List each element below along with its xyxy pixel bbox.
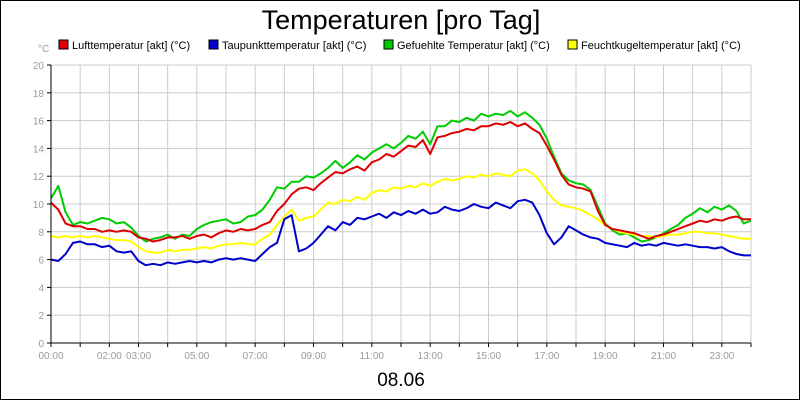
x-tick-label: 19:00 <box>593 351 618 362</box>
legend-label-0: Lufttemperatur [akt] (°C) <box>72 40 190 52</box>
y-tick-label: 12 <box>33 172 45 183</box>
y-tick-label: 20 <box>33 61 45 72</box>
x-tick-label: 03:00 <box>126 351 151 362</box>
chart-title: Temperaturen [pro Tag] <box>262 5 541 35</box>
series-group <box>50 109 752 267</box>
legend: Lufttemperatur [akt] (°C) Taupunkttempera… <box>58 39 741 52</box>
legend-swatch-2 <box>383 39 394 50</box>
y-tick-label: 10 <box>33 200 45 211</box>
y-tick-label: 4 <box>38 283 44 294</box>
tick-labels: 0 2 4 6 8 10 12 14 16 18 20 00:00 02:00 03:00 05:00 07:… <box>33 61 735 362</box>
x-tick-label: 11:00 <box>360 351 385 362</box>
series-line-0 <box>50 121 751 243</box>
x-tick-label: 13:00 <box>418 351 443 362</box>
x-tick-label: 15:00 <box>476 351 501 362</box>
y-tick-label: 18 <box>33 89 45 100</box>
x-axis-date-label: 08.06 <box>377 370 425 391</box>
legend-label-3: Feuchtkugeltemperatur [akt] (°C) <box>581 40 741 52</box>
x-tick-label: 23:00 <box>709 351 734 362</box>
legend-label-2: Gefuehlte Temperatur [akt] (°C) <box>397 40 550 52</box>
y-axis-unit: °C <box>38 44 49 55</box>
x-tick-label: 21:00 <box>651 351 676 362</box>
series-line-2 <box>50 109 752 243</box>
legend-swatch-0 <box>58 39 69 50</box>
y-tick-label: 8 <box>38 228 44 239</box>
y-tick-label: 2 <box>38 311 44 322</box>
x-tick-label: 05:00 <box>184 351 209 362</box>
x-tick-label: 09:00 <box>301 351 326 362</box>
y-tick-label: 16 <box>33 117 45 128</box>
legend-label-1: Taupunkttemperatur [akt] (°C) <box>222 40 366 52</box>
axes <box>47 64 752 347</box>
x-tick-label: 17:00 <box>534 351 559 362</box>
grid <box>50 64 752 344</box>
series-line-3 <box>50 168 751 254</box>
x-tick-label: 07:00 <box>243 351 268 362</box>
legend-swatch-3 <box>567 39 578 50</box>
y-tick-label: 14 <box>33 144 45 155</box>
legend-swatch-1 <box>208 39 219 50</box>
x-tick-label: 00:00 <box>38 351 63 362</box>
y-tick-label: 0 <box>38 339 44 350</box>
x-tick-label: 02:00 <box>97 351 122 362</box>
series-line-1 <box>50 198 751 267</box>
y-tick-label: 6 <box>38 256 44 267</box>
